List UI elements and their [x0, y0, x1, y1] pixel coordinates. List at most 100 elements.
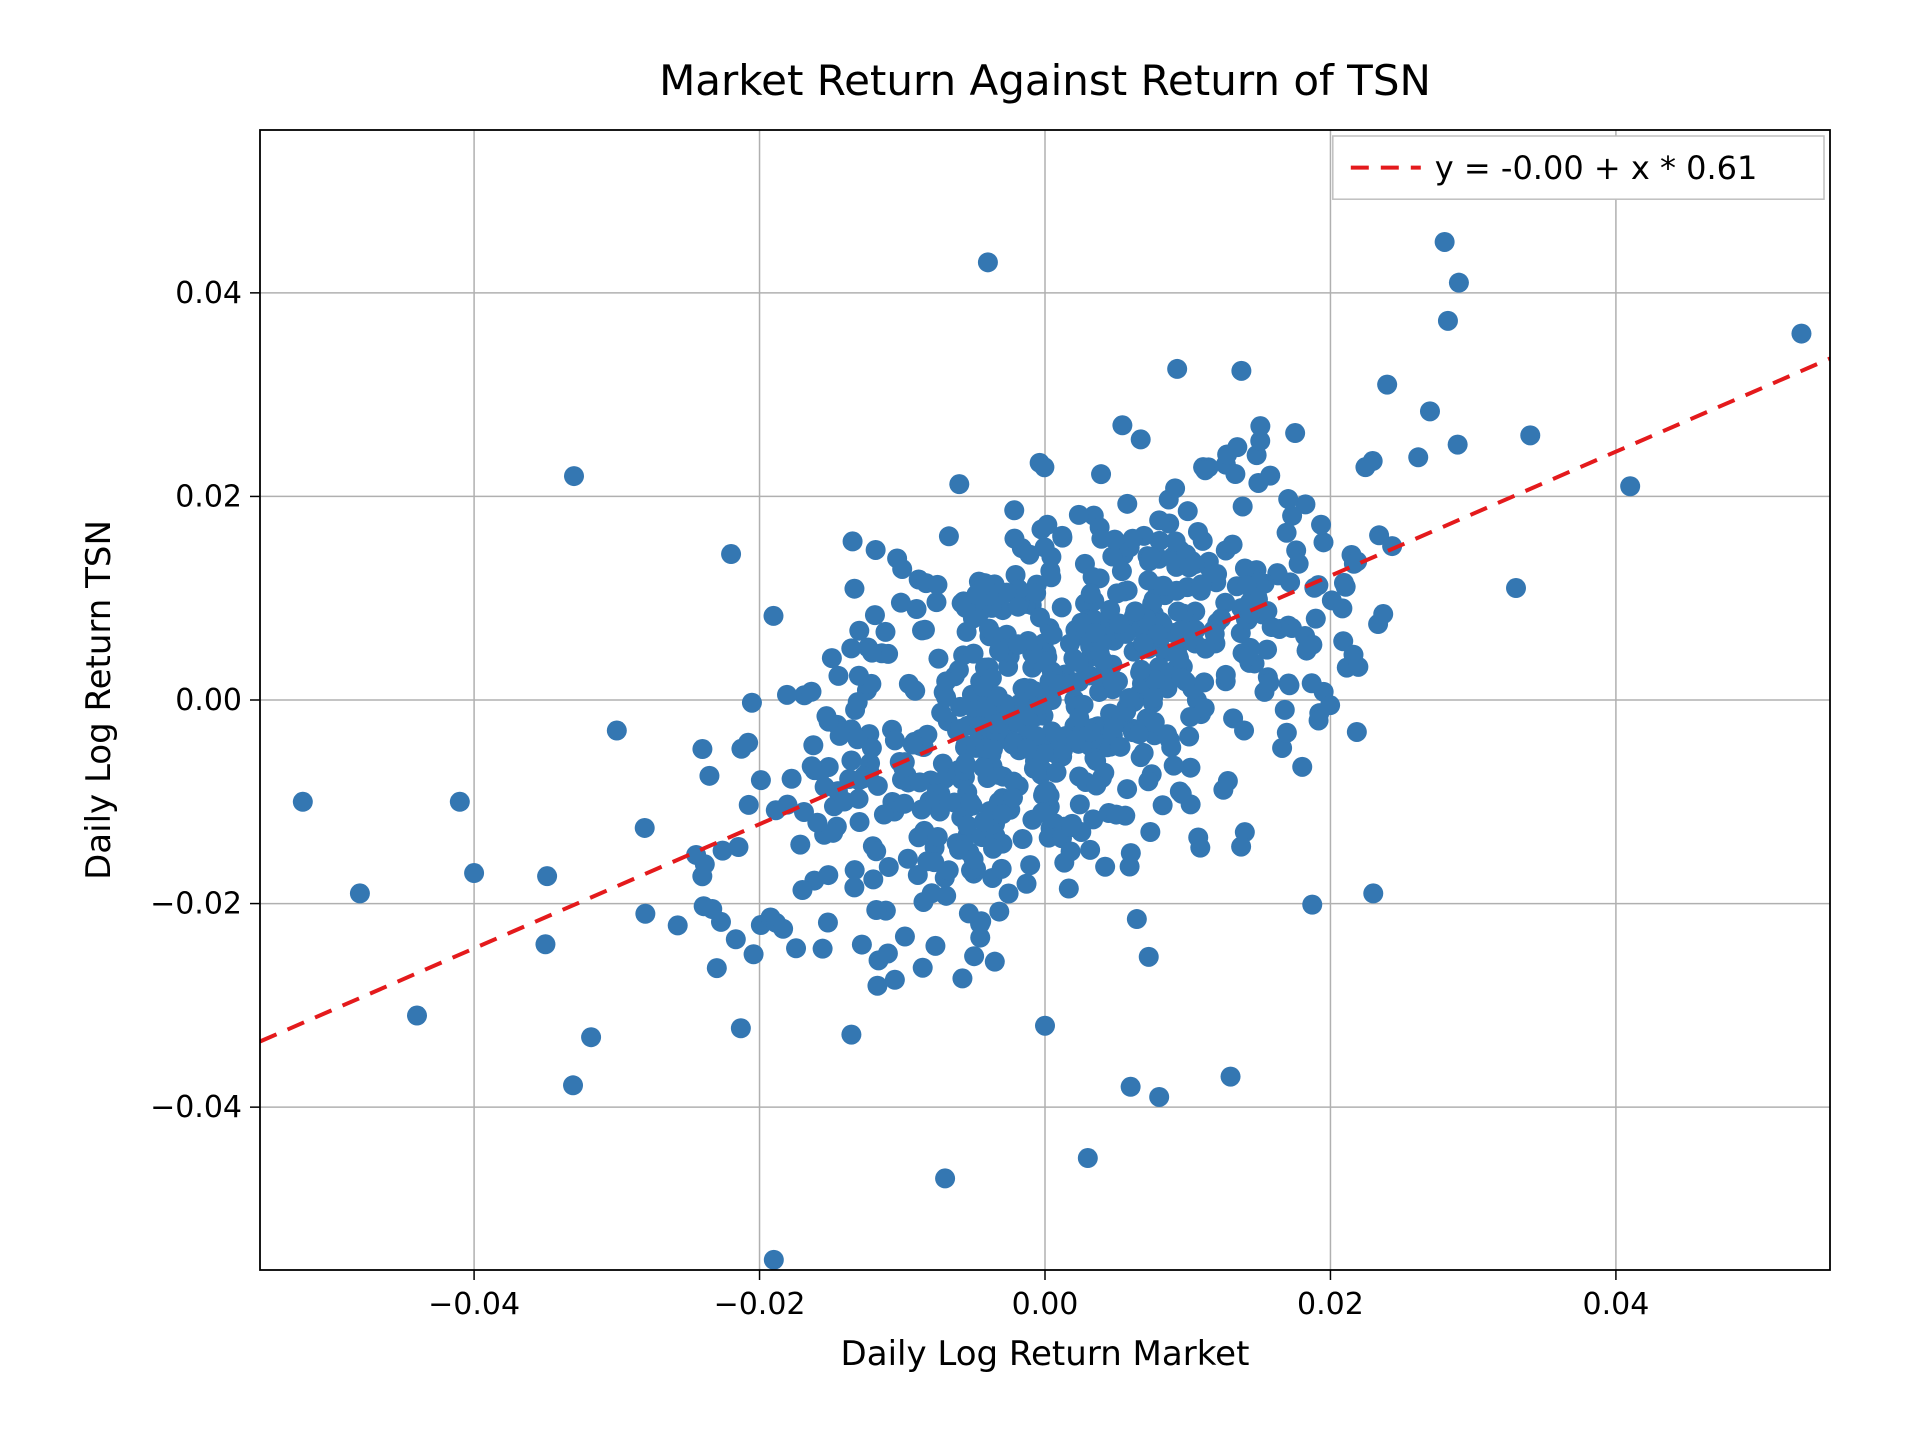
scatter-point — [1069, 652, 1089, 672]
scatter-point — [1278, 489, 1298, 509]
scatter-point — [1069, 505, 1089, 525]
scatter-point — [849, 621, 869, 641]
scatter-point — [744, 944, 764, 964]
scatter-point — [952, 968, 972, 988]
scatter-point — [692, 866, 712, 886]
scatter-point — [1348, 657, 1368, 677]
scatter-point — [1223, 535, 1243, 555]
scatter-point — [983, 739, 1003, 759]
scatter-point — [1037, 515, 1057, 535]
scatter-point — [707, 958, 727, 978]
scatter-point — [786, 938, 806, 958]
scatter-point — [907, 599, 927, 619]
scatter-point — [985, 952, 1005, 972]
scatter-point — [1347, 722, 1367, 742]
scatter-point — [1061, 841, 1081, 861]
scatter-point — [1157, 724, 1177, 744]
scatter-point — [607, 721, 627, 741]
scatter-point — [1085, 623, 1105, 643]
scatter-point — [913, 892, 933, 912]
scatter-point — [763, 606, 783, 626]
scatter-point — [450, 792, 470, 812]
scatter-point — [989, 902, 1009, 922]
scatter-point — [1165, 478, 1185, 498]
scatter-point — [903, 735, 923, 755]
scatter-point — [1020, 855, 1040, 875]
scatter-point — [1179, 727, 1199, 747]
scatter-point — [764, 1250, 784, 1270]
scatter-point — [1791, 324, 1811, 344]
scatter-point — [1013, 829, 1033, 849]
scatter-point — [1120, 857, 1140, 877]
scatter-point — [849, 770, 869, 790]
scatter-point — [978, 252, 998, 272]
scatter-point — [1169, 648, 1189, 668]
scatter-point — [1620, 476, 1640, 496]
scatter-point — [1003, 788, 1023, 808]
scatter-point — [1008, 634, 1028, 654]
scatter-point — [1043, 625, 1063, 645]
scatter-point — [974, 812, 994, 832]
scatter-point — [960, 792, 980, 812]
scatter-point — [535, 934, 555, 954]
scatter-point — [885, 970, 905, 990]
scatter-point — [1506, 578, 1526, 598]
scatter-point — [1336, 577, 1356, 597]
scatter-point — [1149, 510, 1169, 530]
scatter-point — [1081, 584, 1101, 604]
scatter-point — [908, 827, 928, 847]
scatter-point — [1302, 895, 1322, 915]
scatter-point — [1302, 673, 1322, 693]
scatter-point — [792, 880, 812, 900]
scatter-point — [1102, 672, 1122, 692]
scatter-point — [926, 592, 946, 612]
scatter-point — [742, 693, 762, 713]
scatter-point — [293, 792, 313, 812]
scatter-point — [1134, 743, 1154, 763]
scatter-point — [1285, 423, 1305, 443]
scatter-point — [1248, 473, 1268, 493]
scatter-point — [1234, 720, 1254, 740]
scatter-point — [928, 649, 948, 669]
scatter-point — [841, 1025, 861, 1045]
scatter-point — [1047, 762, 1067, 782]
scatter-point — [878, 943, 898, 963]
scatter-point — [818, 865, 838, 885]
scatter-point — [1139, 947, 1159, 967]
scatter-point — [875, 622, 895, 642]
scatter-point — [738, 733, 758, 753]
legend: y = -0.00 + x * 0.61 — [1333, 136, 1824, 199]
scatter-point — [1092, 650, 1112, 670]
scatter-point — [1086, 751, 1106, 771]
scatter-point — [1123, 529, 1143, 549]
scatter-point — [1408, 447, 1428, 467]
scatter-point — [1168, 602, 1188, 622]
scatter-point — [1279, 675, 1299, 695]
scatter-point — [1017, 739, 1037, 759]
scatter-point — [1320, 695, 1340, 715]
scatter-point — [1259, 673, 1279, 693]
scatter-point — [1110, 737, 1130, 757]
scatter-point — [777, 685, 797, 705]
scatter-point — [1438, 311, 1458, 331]
scatter-point — [847, 729, 867, 749]
scatter-point — [726, 929, 746, 949]
scatter-point — [816, 706, 836, 726]
scatter-point — [1225, 464, 1245, 484]
scatter-point — [1449, 273, 1469, 293]
scatter-point — [1277, 723, 1297, 743]
scatter-point — [913, 958, 933, 978]
scatter-point — [885, 730, 905, 750]
scatter-point — [865, 605, 885, 625]
scatter-point — [1172, 784, 1192, 804]
scatter-point — [964, 849, 984, 869]
x-tick-label: 0.04 — [1583, 1287, 1650, 1322]
scatter-point — [1282, 506, 1302, 526]
scatter-point — [1133, 634, 1153, 654]
scatter-point — [721, 544, 741, 564]
scatter-point — [1091, 464, 1111, 484]
scatter-point — [979, 619, 999, 639]
scatter-point — [1117, 494, 1137, 514]
y-tick-label: −0.04 — [150, 1090, 242, 1125]
scatter-point — [1306, 609, 1326, 629]
